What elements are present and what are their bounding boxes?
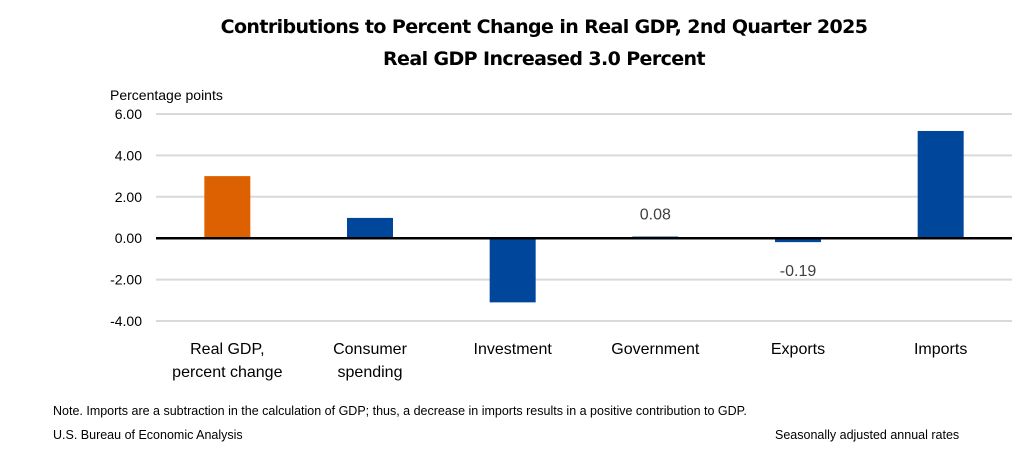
y-tick-label: 6.00 xyxy=(115,106,142,122)
bar xyxy=(489,238,536,303)
y-tick-label: -2.00 xyxy=(110,272,142,288)
chart-title: Contributions to Percent Change in Real … xyxy=(220,16,868,38)
x-category-label: Exports xyxy=(771,341,825,358)
bar xyxy=(917,130,964,239)
x-category-label: Consumer xyxy=(333,341,407,358)
rates-label: Seasonally adjusted annual rates xyxy=(775,428,960,442)
x-category-label: percent change xyxy=(172,364,282,381)
bar xyxy=(204,176,251,239)
data-label: 0.08 xyxy=(640,207,671,224)
x-category-label: Investment xyxy=(474,341,553,358)
x-category-label: spending xyxy=(338,364,403,381)
bar xyxy=(347,217,393,239)
x-category-label: Real GDP, xyxy=(190,341,264,358)
y-tick-label: 0.00 xyxy=(115,230,142,246)
data-label: -0.19 xyxy=(780,263,817,280)
bar xyxy=(775,238,821,243)
x-category-label: Government xyxy=(611,341,700,358)
source-label: U.S. Bureau of Economic Analysis xyxy=(53,428,243,442)
chart-subtitle: Real GDP Increased 3.0 Percent xyxy=(383,48,706,70)
y-tick-label: 2.00 xyxy=(115,189,142,205)
y-axis-label: Percentage points xyxy=(110,87,223,103)
y-tick-label: -4.00 xyxy=(110,313,142,329)
x-category-label: Imports xyxy=(914,341,967,358)
footnote: Note. Imports are a subtraction in the c… xyxy=(53,404,747,418)
y-tick-label: 4.00 xyxy=(115,147,142,163)
